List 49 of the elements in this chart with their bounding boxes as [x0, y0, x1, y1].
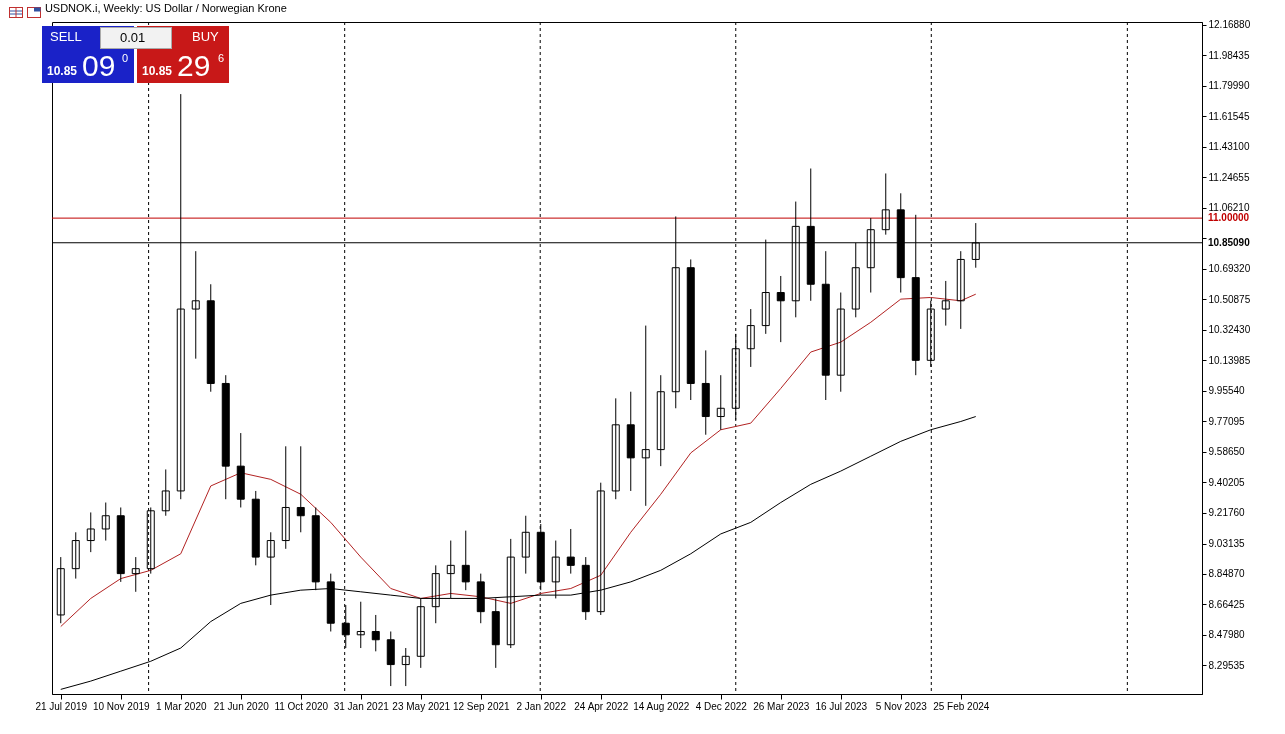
x-tick-label: 26 Mar 2023	[753, 700, 810, 712]
x-tick-label: 11 Oct 2020	[274, 700, 329, 712]
x-tick-label: 12 Sep 2021	[452, 700, 511, 712]
x-tick-label: 21 Jun 2020	[213, 700, 270, 712]
y-tick-label: 9.95540	[1208, 385, 1246, 397]
y-tick-label: 8.47980	[1208, 629, 1246, 641]
x-tick-label: 1 Mar 2020	[155, 700, 207, 712]
y-tick-label: 11.43100	[1208, 141, 1250, 153]
y-tick-label: 11.06210	[1208, 202, 1250, 214]
x-tick-label: 24 Apr 2022	[574, 700, 629, 712]
annotation: 09	[82, 49, 116, 83]
annotation: 0.01	[120, 30, 146, 45]
x-tick-label: 21 Jul 2019	[35, 700, 88, 712]
y-tick-label: 9.21760	[1208, 507, 1246, 519]
y-tick-label: 11.79990	[1208, 80, 1250, 92]
x-tick-label: 16 Jul 2023	[815, 700, 868, 712]
annotation: 0	[122, 52, 129, 64]
annotation: 29	[177, 49, 211, 83]
x-tick-label: 23 May 2021	[392, 700, 451, 712]
x-tick-label: 10 Nov 2019	[92, 700, 151, 712]
x-tick-label: 25 Feb 2024	[933, 700, 990, 712]
y-tick-label: 8.29535	[1208, 659, 1246, 671]
annotation: SELL	[50, 29, 82, 44]
y-tick-label: 11.24655	[1208, 171, 1250, 183]
y-tick-label: 10.32430	[1208, 324, 1251, 336]
ref-line-label: 10.85090	[1208, 236, 1251, 248]
x-tick-label: 5 Nov 2023	[875, 700, 928, 712]
y-tick-label: 11.98435	[1208, 49, 1250, 61]
y-tick-label: 9.03135	[1208, 538, 1246, 550]
ref-line-label: 11.00000	[1208, 212, 1250, 224]
x-tick-label: 14 Aug 2022	[633, 700, 690, 712]
annotation: 10.85	[47, 64, 78, 78]
y-tick-label: 9.58650	[1208, 446, 1246, 458]
y-tick-label: 9.40205	[1208, 476, 1246, 488]
y-tick-label: 11.61545	[1208, 110, 1250, 122]
chart-title: USDNOK.i, Weekly: US Dollar / Norwegian Krone	[44, 1, 287, 14]
y-tick-label: 8.66425	[1208, 598, 1246, 610]
annotation: 10.85	[142, 64, 173, 78]
annotation: 6	[218, 52, 225, 64]
x-tick-label: 4 Dec 2022	[695, 700, 748, 712]
x-tick-label: 2 Jan 2022	[516, 700, 567, 712]
y-tick-label: 12.16880	[1208, 19, 1251, 31]
y-tick-label: 9.77095	[1208, 415, 1246, 427]
y-tick-label: 10.69320	[1208, 263, 1251, 275]
y-tick-label: 10.13985	[1208, 354, 1251, 366]
y-tick-label: 8.84870	[1208, 568, 1246, 580]
y-tick-label: 10.50875	[1208, 293, 1251, 305]
annotation: BUY	[192, 29, 219, 44]
x-tick-label: 31 Jan 2021	[333, 700, 390, 712]
